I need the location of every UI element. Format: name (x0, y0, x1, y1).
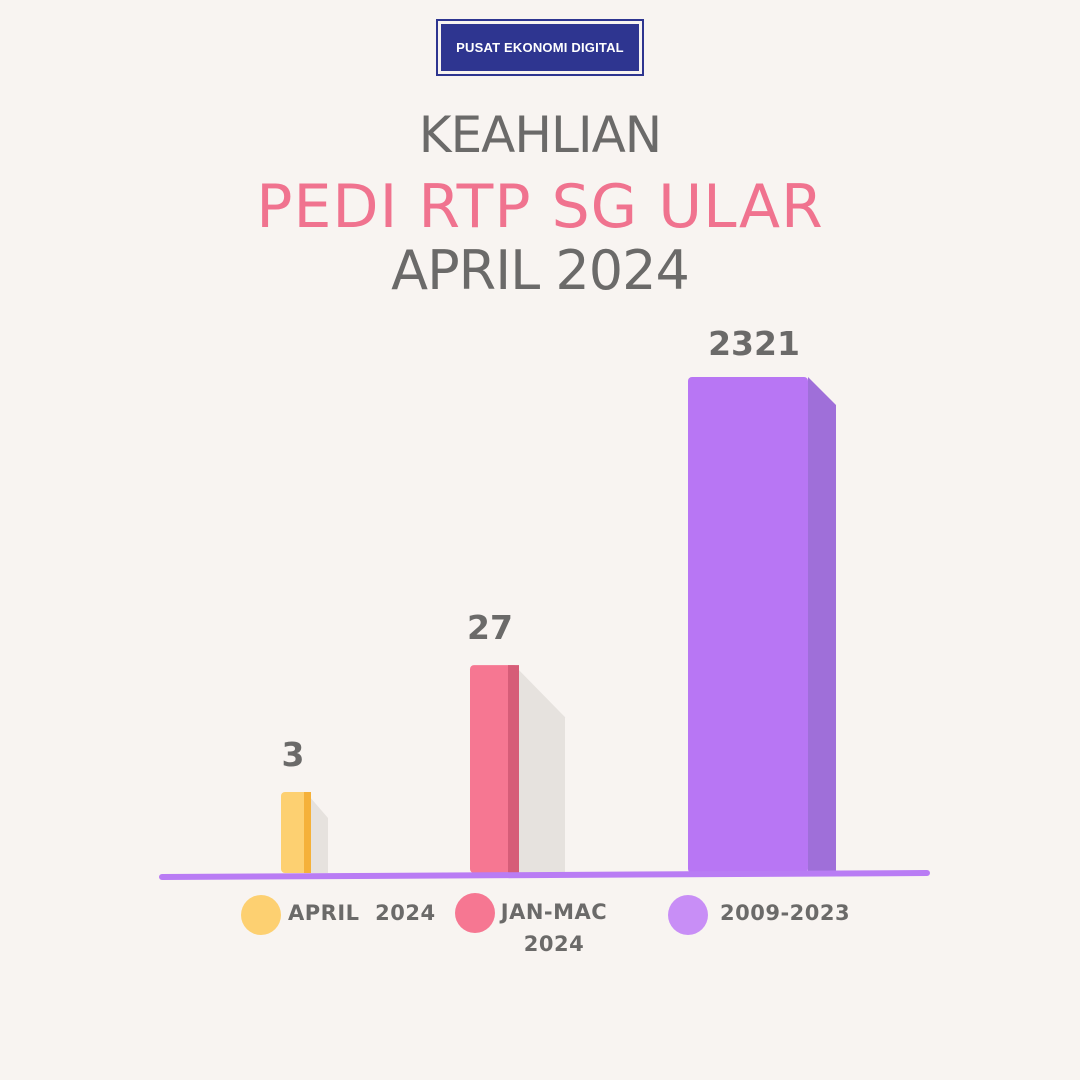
bar (688, 377, 808, 873)
legend-label: APRIL 2024 (288, 901, 436, 925)
legend-swatch (241, 895, 281, 935)
bar-shadow (309, 796, 328, 873)
brand-badge: PUSAT EKONOMI DIGITAL (436, 19, 644, 76)
bar-side (808, 377, 836, 873)
data-label: 2321 (708, 324, 800, 363)
brand-badge-label: PUSAT EKONOMI DIGITAL (441, 24, 639, 71)
bar (281, 792, 309, 873)
title-line-3: APRIL 2024 (391, 239, 690, 302)
data-label: 27 (467, 608, 513, 647)
bar-side (304, 792, 311, 873)
legend-swatch (668, 895, 708, 935)
legend-label: 2009-2023 (720, 901, 851, 925)
bar (470, 665, 518, 873)
data-label: 3 (282, 735, 305, 774)
legend-label: JAN-MAC 2024 (500, 900, 608, 956)
bar-shadow (518, 669, 565, 873)
title-line-1: KEAHLIAN (418, 106, 662, 164)
bar-side (508, 665, 519, 873)
title-line-2: PEDI RTP SG ULAR (256, 172, 824, 242)
x-axis-line (159, 870, 930, 880)
legend-swatch (455, 893, 495, 933)
